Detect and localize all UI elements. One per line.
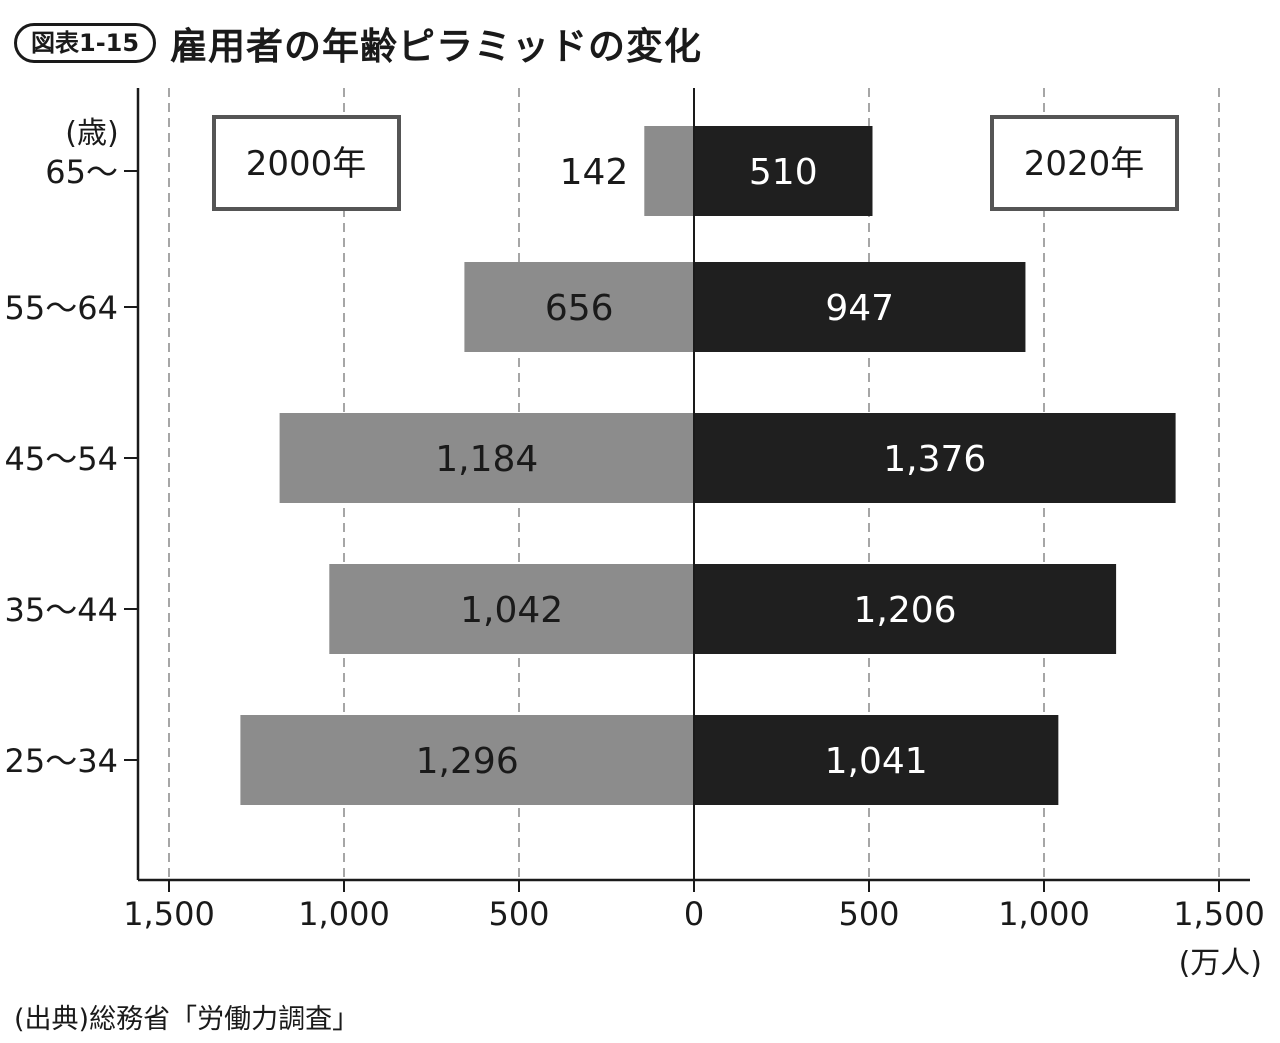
x-tick-label: 1,500 xyxy=(123,895,215,933)
x-tick-label: 1,000 xyxy=(298,895,390,933)
bar xyxy=(464,262,694,352)
figure-number-badge: 図表1-15 xyxy=(14,23,157,63)
x-tick-label: 1,500 xyxy=(1173,895,1265,933)
y-tick-label: 65〜 xyxy=(45,153,118,191)
x-tick-label: 1,000 xyxy=(998,895,1090,933)
data-label: 1,296 xyxy=(416,741,519,782)
x-tick-label: 0 xyxy=(684,895,704,933)
data-label: 142 xyxy=(560,152,629,193)
x-tick-label: 500 xyxy=(838,895,899,933)
legend-box xyxy=(990,115,1179,211)
bar xyxy=(694,413,1176,503)
x-tick-label: 500 xyxy=(488,895,549,933)
pyramid-chart: 142 656 1,184 1,042 1,296 510 947 1,376 1,206 1,0… xyxy=(5,88,1265,981)
bar xyxy=(694,715,1059,805)
data-label: 510 xyxy=(749,152,818,193)
data-label: 947 xyxy=(825,288,894,329)
bar xyxy=(694,262,1026,352)
chart-title: 雇用者の年齢ピラミッドの変化 xyxy=(170,25,703,68)
data-label: 1,376 xyxy=(883,439,986,480)
data-label: 1,042 xyxy=(460,590,563,631)
y-tick-label: 35〜44 xyxy=(5,591,118,629)
y-tick-label: 45〜54 xyxy=(5,440,118,478)
y-tick-label: 25〜34 xyxy=(5,742,118,780)
legend-box xyxy=(212,115,401,211)
y-unit-label: (歳) xyxy=(65,116,118,151)
bar xyxy=(329,564,694,654)
x-unit-label: (万人) xyxy=(1179,946,1262,981)
data-label: 656 xyxy=(545,288,614,329)
figure-header: 図表1-15 雇用者の年齢ピラミッドの変化 xyxy=(14,18,702,68)
bar xyxy=(694,126,873,216)
data-label: 1,206 xyxy=(854,590,957,631)
data-label: 1,041 xyxy=(825,741,928,782)
source-note: (出典)総務省「労働力調査」 xyxy=(14,1004,360,1035)
legend-label: 2020年 xyxy=(1024,144,1145,184)
bar xyxy=(694,564,1117,654)
bar xyxy=(644,126,694,216)
bar xyxy=(279,413,694,503)
y-tick-label: 55〜64 xyxy=(5,289,118,327)
data-label: 1,184 xyxy=(435,439,538,480)
legend-label: 2000年 xyxy=(246,144,367,184)
bar xyxy=(240,715,694,805)
